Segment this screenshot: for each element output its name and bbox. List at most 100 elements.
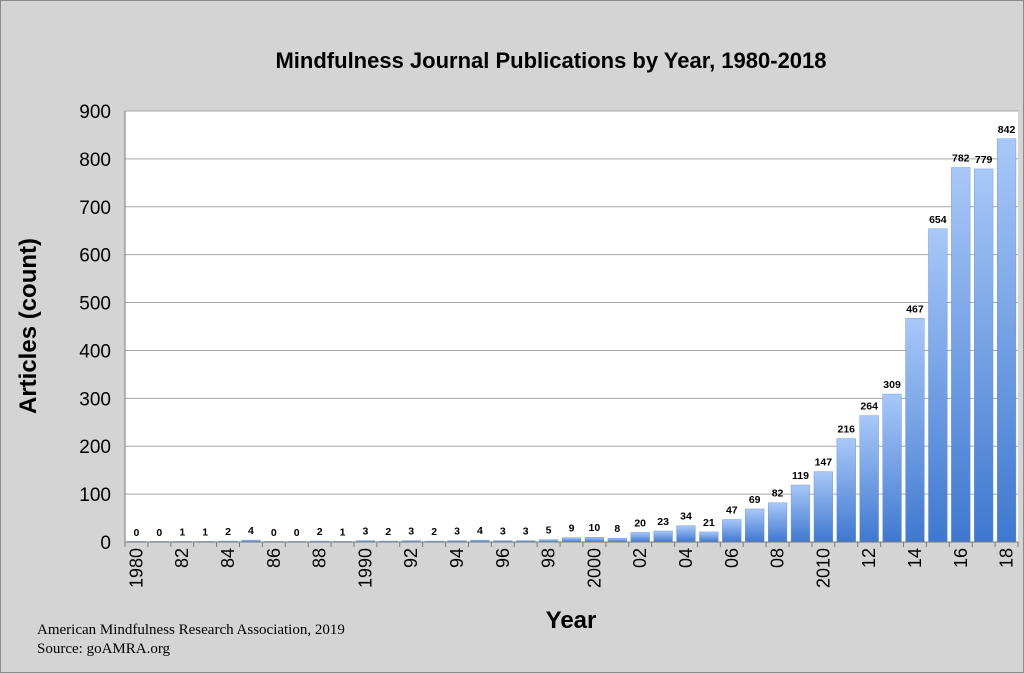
x-axis-label: Year: [546, 607, 597, 634]
y-tick-label: 300: [79, 389, 111, 410]
x-tick-label: 2000: [584, 548, 604, 588]
y-tick-label: 800: [79, 150, 111, 171]
y-tick-label: 400: [79, 341, 111, 362]
data-label: 147: [815, 457, 833, 469]
x-tick-label: 94: [447, 548, 467, 568]
y-tick-label: 100: [79, 485, 111, 506]
y-axis-ticks: 0 100 200 300 400 500 600 700 800 900: [79, 102, 111, 554]
data-label: 2: [317, 526, 323, 538]
x-tick-label: 88: [310, 548, 330, 568]
x-tick-label: 86: [264, 548, 284, 568]
data-label: 82: [772, 488, 784, 500]
data-label: 119: [792, 470, 809, 482]
x-tick-label: 84: [218, 548, 238, 568]
data-labels: 0 0 1 1 2 4 0 0 2 1 3 2 3 2 3 4 3 3 5 9 10 8 20 23 3421476982119…: [134, 124, 1016, 539]
bar: [767, 502, 788, 543]
x-tick-label: 18: [997, 548, 1017, 568]
data-label: 5: [546, 525, 552, 537]
data-label: 8: [614, 523, 620, 535]
x-tick-label: 98: [539, 548, 559, 568]
bars: [126, 138, 1017, 543]
data-label: 4: [248, 525, 254, 537]
data-label: 2: [431, 526, 437, 538]
bar: [951, 167, 971, 543]
y-tick-label: 900: [79, 102, 111, 123]
bar: [699, 531, 719, 543]
gridlines: [125, 110, 1018, 495]
y-tick-label: 0: [100, 533, 111, 554]
data-label: 2: [385, 526, 391, 538]
bar: [859, 415, 879, 543]
data-label: 0: [271, 527, 277, 539]
data-label: 21: [703, 517, 715, 529]
bar: [630, 532, 650, 543]
bar: [836, 438, 856, 543]
x-tick-label: 14: [905, 548, 925, 568]
x-tick-label: 82: [172, 548, 192, 568]
y-tick-label: 500: [79, 294, 111, 315]
bar: [653, 530, 673, 543]
y-axis-label: Articles (count): [15, 238, 42, 414]
data-label: 3: [454, 526, 460, 538]
bar: [676, 525, 696, 543]
data-label: 264: [860, 401, 878, 413]
x-tick-label: 96: [493, 548, 513, 568]
y-tick-label: 700: [79, 198, 111, 219]
data-label: 20: [634, 517, 646, 529]
data-label: 2: [225, 526, 231, 538]
x-tick-label: 08: [768, 548, 788, 568]
source-line-2: Source: goAMRA.org: [37, 641, 171, 657]
bar: [813, 471, 833, 543]
x-tick-label: 12: [859, 548, 879, 568]
data-label: 779: [975, 154, 993, 166]
bar: [974, 168, 994, 543]
bar: [584, 537, 604, 543]
data-label: 1: [179, 527, 185, 539]
data-label: 9: [569, 523, 575, 535]
bar: [882, 393, 902, 543]
data-label: 4: [477, 525, 483, 537]
x-tick-label: 06: [722, 548, 742, 568]
x-axis-ticks: 1980 82 84 86 88 1990 92 94 96 98 2000 02 04 06 08 2010…: [124, 542, 1019, 588]
data-label: 0: [294, 527, 300, 539]
y-tick-label: 200: [79, 437, 111, 458]
bar: [745, 508, 765, 543]
data-label: 782: [952, 153, 970, 165]
chart-title: Mindfulness Journal Publications by Year…: [275, 48, 826, 73]
data-label: 1: [340, 527, 346, 539]
data-label: 467: [906, 303, 924, 315]
source-line-1: American Mindfulness Research Associatio…: [37, 622, 345, 638]
x-tick-label: 92: [401, 548, 421, 568]
bar: [996, 138, 1017, 543]
bar: [905, 318, 925, 543]
bar: [607, 537, 627, 543]
data-label: 1: [202, 527, 208, 539]
bar: [561, 537, 582, 543]
data-label: 3: [500, 526, 506, 538]
data-label: 654: [929, 214, 947, 226]
data-label: 309: [883, 379, 901, 391]
data-label: 0: [134, 527, 140, 539]
bar: [790, 484, 811, 543]
bar: [722, 519, 742, 543]
data-label: 3: [523, 526, 529, 538]
x-tick-label: 1980: [126, 548, 146, 588]
data-label: 10: [589, 522, 601, 534]
data-label: 34: [680, 511, 692, 523]
data-label: 842: [998, 124, 1016, 136]
x-tick-label: 16: [951, 548, 971, 568]
bar: [928, 228, 948, 543]
data-label: 47: [726, 504, 738, 516]
x-tick-label: 2010: [813, 548, 833, 588]
x-tick-label: 1990: [355, 548, 375, 588]
data-label: 3: [408, 526, 414, 538]
data-label: 3: [363, 526, 369, 538]
data-label: 0: [156, 527, 162, 539]
y-tick-label: 600: [79, 246, 111, 267]
data-label: 69: [749, 494, 761, 506]
x-tick-label: 04: [676, 548, 696, 568]
data-label: 23: [657, 516, 669, 528]
x-tick-label: 02: [630, 548, 650, 568]
